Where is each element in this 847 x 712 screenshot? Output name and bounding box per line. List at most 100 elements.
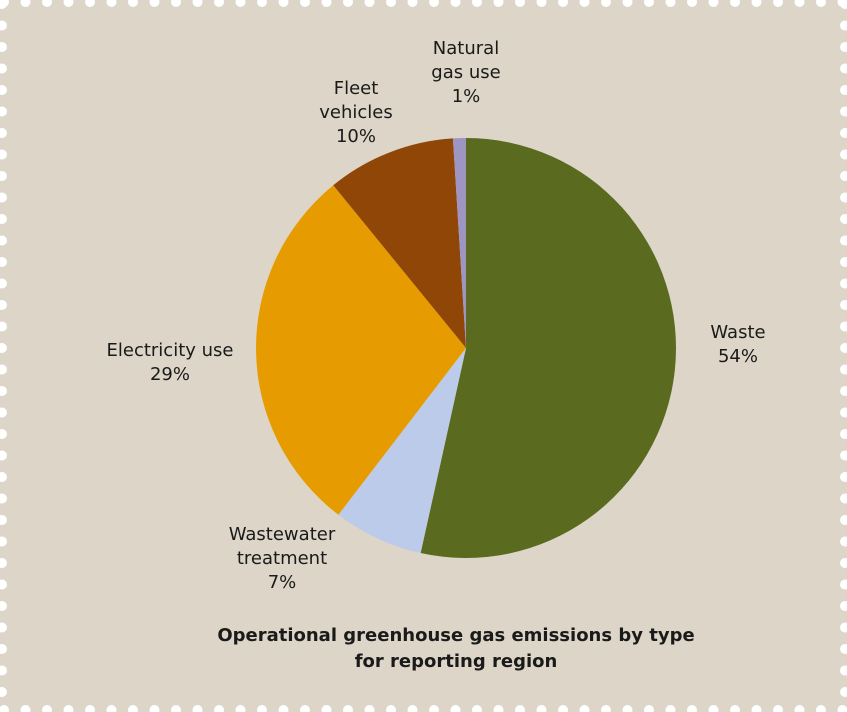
border-dot [840, 0, 847, 9]
border-dot [730, 705, 740, 712]
border-dot [840, 42, 847, 52]
border-dot [0, 20, 7, 31]
pie-slice-wastewater-treatment [338, 348, 466, 554]
border-dot [42, 0, 52, 7]
border-dot [840, 536, 847, 547]
border-dot [622, 705, 633, 712]
border-dot [171, 0, 181, 7]
border-dot [85, 705, 95, 712]
border-dot [840, 450, 847, 461]
border-dot [0, 214, 7, 224]
slice-label: Waste 54% [710, 322, 765, 367]
border-dot [300, 705, 310, 712]
border-dot [128, 0, 138, 7]
border-dot [149, 705, 160, 712]
border-dot [106, 705, 117, 712]
border-dot [0, 579, 7, 590]
border-dot [840, 429, 847, 439]
border-dot [257, 705, 267, 712]
border-dot [0, 42, 7, 52]
border-dot [0, 558, 7, 568]
border-dot [0, 0, 7, 9]
border-dot [343, 705, 353, 712]
border-dot [321, 705, 332, 712]
border-dot [0, 644, 7, 654]
border-dot [708, 0, 719, 7]
border-dot [579, 0, 590, 7]
border-dot [840, 515, 847, 525]
border-dot [364, 0, 375, 7]
border-dot [128, 705, 138, 712]
border-dot [840, 85, 847, 95]
slice-name: Wastewater [229, 524, 336, 545]
border-dot [840, 644, 847, 654]
border-dot [0, 515, 7, 525]
border-dot [0, 63, 7, 74]
border-dot [214, 0, 224, 7]
border-dot [665, 0, 676, 7]
slice-percent: 1% [452, 86, 481, 107]
slice-percent: 54% [718, 346, 758, 367]
pie-slice-waste [420, 138, 677, 558]
border-dot [0, 364, 7, 375]
border-dot [63, 0, 74, 7]
border-dot [0, 687, 7, 697]
slice-label: Natural gas use 1% [431, 38, 500, 107]
border-dot [840, 601, 847, 611]
border-dot [816, 705, 826, 712]
border-dot [558, 0, 568, 7]
border-dot [536, 0, 547, 7]
border-dot [450, 0, 461, 7]
chart-title-line: for reporting region [355, 651, 558, 672]
border-dot [601, 0, 611, 7]
border-dot [257, 0, 267, 7]
border-dot [0, 235, 7, 246]
border-dot [601, 705, 611, 712]
pie-slice-fleet-vehicles [333, 138, 466, 348]
border-dot [840, 386, 847, 396]
border-dot [840, 300, 847, 310]
border-dot [515, 0, 525, 7]
border-dot [558, 705, 568, 712]
slice-name: Waste [710, 322, 765, 343]
border-dot [840, 128, 847, 138]
slice-label: Fleet vehicles 10% [319, 78, 393, 147]
slice-name: Natural [433, 38, 499, 59]
border-dot [407, 0, 418, 7]
border-dot [321, 0, 332, 7]
border-dot [794, 0, 805, 7]
border-dot [278, 705, 289, 712]
border-dot [0, 300, 7, 310]
border-dot [0, 257, 7, 267]
slice-percent: 10% [336, 126, 376, 147]
chart-title-line: Operational greenhouse gas emissions by … [217, 625, 694, 646]
border-dot [536, 705, 547, 712]
slice-label: Electricity use 29% [107, 340, 234, 385]
border-dot [235, 705, 246, 712]
slice-name: vehicles [319, 102, 393, 123]
border-dot [730, 0, 740, 7]
border-dot [0, 171, 7, 181]
border-dot [0, 472, 7, 482]
border-dot [840, 278, 847, 289]
border-dot [0, 386, 7, 396]
border-dot [840, 171, 847, 181]
border-dot [840, 106, 847, 117]
border-dot [235, 0, 246, 7]
border-dot [840, 665, 847, 676]
pie-slice-natural-gas-use [452, 138, 466, 348]
slice-percent: 29% [150, 364, 190, 385]
border-dot [708, 705, 719, 712]
border-dot [687, 705, 697, 712]
border-dot [837, 705, 847, 712]
border-dot [840, 364, 847, 375]
border-dot [343, 0, 353, 7]
border-dot [0, 493, 7, 504]
border-dot [192, 0, 203, 7]
border-dot [840, 558, 847, 568]
border-dot [0, 85, 7, 95]
border-dot [840, 472, 847, 482]
border-dot [816, 0, 826, 7]
